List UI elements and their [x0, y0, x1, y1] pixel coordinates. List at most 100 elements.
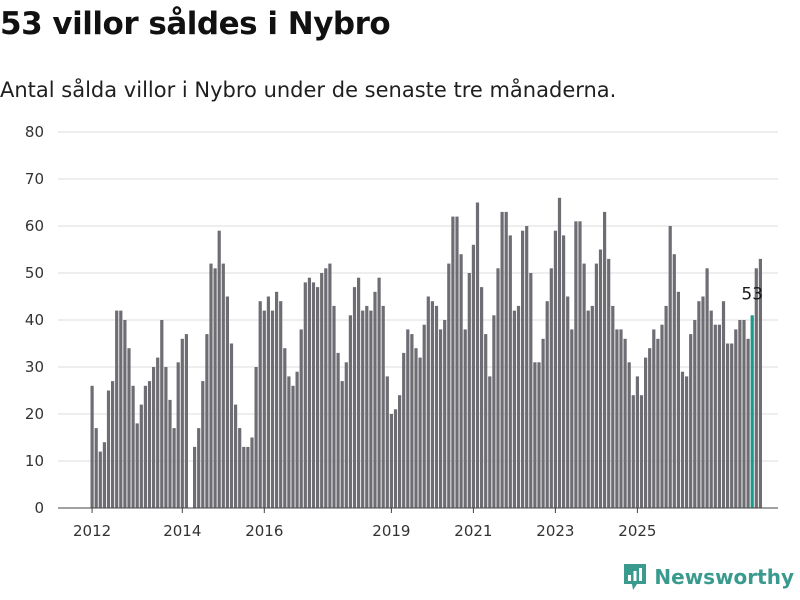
- bar: [656, 338, 660, 508]
- bar: [283, 348, 287, 508]
- bar: [672, 254, 676, 508]
- bar: [734, 329, 738, 508]
- highlight-value-label: 53: [741, 284, 763, 304]
- bar: [496, 268, 500, 508]
- bar: [352, 287, 357, 508]
- y-tick-label: 80: [25, 123, 44, 141]
- bar: [492, 315, 496, 508]
- bar: [434, 305, 439, 508]
- bar: [316, 287, 320, 508]
- bar: [287, 376, 291, 508]
- bar: [553, 230, 557, 508]
- y-tick-label: 0: [34, 499, 44, 517]
- bar: [410, 334, 414, 508]
- bar: [324, 268, 328, 508]
- bar: [299, 329, 303, 508]
- bar: [586, 310, 590, 508]
- bar: [152, 367, 156, 508]
- bar: [430, 301, 434, 508]
- bar: [131, 385, 135, 508]
- bar: [475, 202, 480, 508]
- bar: [500, 211, 504, 508]
- bar: [393, 409, 398, 508]
- bar: [758, 258, 762, 508]
- chart-subtitle: Antal sålda villor i Nybro under de sena…: [0, 78, 617, 102]
- bar: [279, 301, 283, 508]
- bar: [201, 381, 205, 508]
- bar: [594, 263, 598, 508]
- bar: [537, 362, 541, 508]
- y-tick-label: 50: [25, 264, 44, 282]
- bar: [266, 296, 270, 508]
- bar: [398, 395, 402, 508]
- bar: [730, 343, 734, 508]
- bar: [402, 352, 406, 508]
- bar: [209, 263, 213, 508]
- bar: [521, 230, 525, 508]
- bar: [348, 315, 352, 508]
- bar: [135, 423, 139, 508]
- bar: [180, 338, 184, 508]
- bar: [709, 310, 713, 508]
- bar: [160, 320, 164, 508]
- bar: [545, 301, 549, 508]
- bar: [307, 277, 311, 508]
- x-tick-label: 2021: [454, 522, 492, 540]
- bar: [459, 254, 463, 508]
- y-tick-label: 40: [25, 311, 44, 329]
- bar: [508, 235, 512, 508]
- y-axis-labels: 0 10 20 30 40 50 60 70 80: [25, 123, 44, 517]
- bar: [631, 395, 635, 508]
- bar: [689, 334, 693, 508]
- bar: [652, 329, 656, 508]
- x-tick-label: 2014: [163, 522, 201, 540]
- bar: [176, 362, 180, 508]
- bar: [660, 324, 664, 508]
- y-tick-label: 30: [25, 358, 44, 376]
- x-tick-label: 2023: [536, 522, 574, 540]
- bar: [217, 230, 221, 508]
- x-tick-label: 2025: [618, 522, 656, 540]
- bar: [258, 301, 262, 508]
- bar: [644, 357, 648, 508]
- bar: [512, 310, 516, 508]
- bar: [377, 277, 381, 508]
- bar: [726, 343, 730, 508]
- bar: [406, 329, 410, 508]
- bar: [234, 404, 238, 508]
- bar: [422, 324, 426, 508]
- bar: [246, 446, 250, 508]
- x-tick-label: 2016: [245, 522, 283, 540]
- bar: [389, 414, 393, 508]
- bar: [648, 348, 652, 508]
- bar: [668, 226, 672, 508]
- bar: [471, 244, 475, 509]
- bar: [344, 362, 348, 508]
- x-tick-label: 2019: [372, 522, 410, 540]
- y-tick-label: 20: [25, 405, 44, 423]
- bar: [697, 301, 701, 508]
- bar: [562, 235, 566, 508]
- bar: [717, 324, 721, 508]
- bar: [242, 446, 246, 508]
- bar: [381, 305, 385, 508]
- bar: [451, 216, 455, 508]
- bar: [197, 428, 201, 508]
- brand-name: Newsworthy: [654, 565, 794, 589]
- bar: [447, 263, 451, 508]
- newsworthy-logo-icon: [624, 564, 647, 590]
- bar: [455, 216, 459, 508]
- bar: [250, 437, 254, 508]
- bar: [115, 310, 119, 508]
- bar: [570, 329, 574, 508]
- bar: [291, 385, 295, 508]
- bar: [225, 296, 229, 508]
- bar: [119, 310, 123, 508]
- bar: [549, 268, 553, 508]
- bar: [123, 320, 127, 508]
- bar: [738, 320, 742, 508]
- bar: [607, 258, 611, 508]
- bar: [365, 305, 369, 508]
- bar: [742, 320, 746, 508]
- bar: [721, 301, 726, 508]
